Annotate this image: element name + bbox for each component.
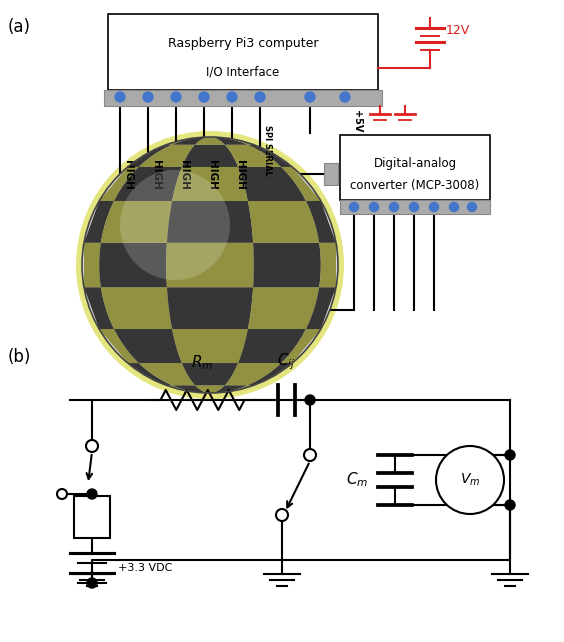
Polygon shape (225, 363, 281, 385)
Polygon shape (195, 385, 225, 393)
Circle shape (227, 92, 237, 102)
Polygon shape (84, 201, 114, 243)
Polygon shape (248, 287, 319, 329)
Polygon shape (210, 385, 254, 393)
Polygon shape (253, 243, 321, 287)
Circle shape (340, 92, 350, 102)
Bar (104, 90, 382, 106)
Polygon shape (172, 167, 248, 201)
Text: (b): (b) (8, 348, 32, 366)
Polygon shape (114, 329, 182, 363)
Circle shape (409, 202, 418, 211)
Text: HIGH: HIGH (151, 160, 161, 190)
Polygon shape (225, 144, 281, 167)
Polygon shape (84, 243, 101, 287)
Circle shape (350, 202, 359, 211)
Text: HIGH: HIGH (235, 160, 245, 190)
Circle shape (276, 509, 288, 521)
Polygon shape (114, 167, 182, 201)
Circle shape (304, 449, 316, 461)
Text: Digital-analog: Digital-analog (373, 157, 457, 169)
Circle shape (255, 92, 265, 102)
Circle shape (120, 170, 230, 280)
Polygon shape (99, 243, 167, 287)
Text: converter (MCP-3008): converter (MCP-3008) (350, 178, 479, 191)
Text: $C_{ij}$: $C_{ij}$ (277, 351, 296, 372)
Polygon shape (195, 137, 225, 144)
Polygon shape (101, 201, 172, 243)
Circle shape (450, 202, 459, 211)
Text: HIGH: HIGH (179, 160, 189, 190)
Polygon shape (248, 201, 319, 243)
Circle shape (305, 395, 315, 405)
Bar (340, 200, 490, 214)
Circle shape (199, 92, 209, 102)
Polygon shape (210, 137, 248, 144)
Bar (324, 163, 338, 185)
Polygon shape (139, 144, 195, 167)
Text: $R_m$: $R_m$ (191, 353, 214, 372)
Text: I/O Interface: I/O Interface (206, 65, 280, 78)
Circle shape (171, 92, 181, 102)
Bar (340, 135, 490, 200)
Polygon shape (166, 243, 254, 287)
Polygon shape (128, 363, 172, 385)
Polygon shape (238, 167, 306, 201)
Circle shape (436, 446, 504, 514)
Text: +3.3 VDC: +3.3 VDC (118, 563, 173, 573)
Circle shape (87, 489, 97, 499)
Polygon shape (238, 329, 306, 363)
Polygon shape (139, 363, 195, 385)
Circle shape (86, 440, 98, 452)
Text: +5V: +5V (352, 110, 362, 132)
Polygon shape (128, 144, 172, 167)
Text: SPI SERIAL: SPI SERIAL (263, 125, 272, 175)
Text: $V_m$: $V_m$ (460, 472, 480, 488)
Text: HIGH: HIGH (207, 160, 217, 190)
Polygon shape (319, 243, 336, 287)
Circle shape (505, 450, 515, 460)
Circle shape (305, 92, 315, 102)
Circle shape (87, 578, 97, 588)
Polygon shape (281, 329, 321, 363)
Text: $C_m$: $C_m$ (346, 471, 368, 489)
Polygon shape (172, 385, 210, 393)
Circle shape (468, 202, 477, 211)
Circle shape (143, 92, 153, 102)
Polygon shape (167, 201, 253, 243)
Text: 12V: 12V (446, 24, 470, 37)
Polygon shape (166, 385, 210, 393)
Circle shape (57, 489, 67, 499)
Circle shape (390, 202, 399, 211)
Polygon shape (167, 287, 253, 329)
Bar (74, 496, 110, 538)
Polygon shape (99, 329, 139, 363)
Circle shape (430, 202, 438, 211)
Text: Raspberry Pi3 computer: Raspberry Pi3 computer (168, 37, 318, 51)
Polygon shape (248, 144, 292, 167)
Polygon shape (172, 137, 210, 144)
Polygon shape (101, 287, 172, 329)
Circle shape (369, 202, 378, 211)
Text: (a): (a) (8, 18, 31, 36)
Polygon shape (172, 329, 248, 363)
Polygon shape (281, 167, 321, 201)
Text: HIGH: HIGH (123, 160, 133, 190)
Polygon shape (84, 287, 114, 329)
Polygon shape (166, 137, 210, 144)
Circle shape (82, 137, 338, 393)
Polygon shape (306, 201, 336, 243)
Polygon shape (182, 363, 238, 385)
Polygon shape (182, 144, 238, 167)
Circle shape (505, 500, 515, 510)
Polygon shape (210, 137, 254, 144)
Polygon shape (99, 167, 139, 201)
Circle shape (76, 131, 344, 399)
Bar (108, 14, 378, 90)
Polygon shape (248, 363, 292, 385)
Polygon shape (210, 385, 248, 393)
Circle shape (115, 92, 125, 102)
Polygon shape (306, 287, 336, 329)
